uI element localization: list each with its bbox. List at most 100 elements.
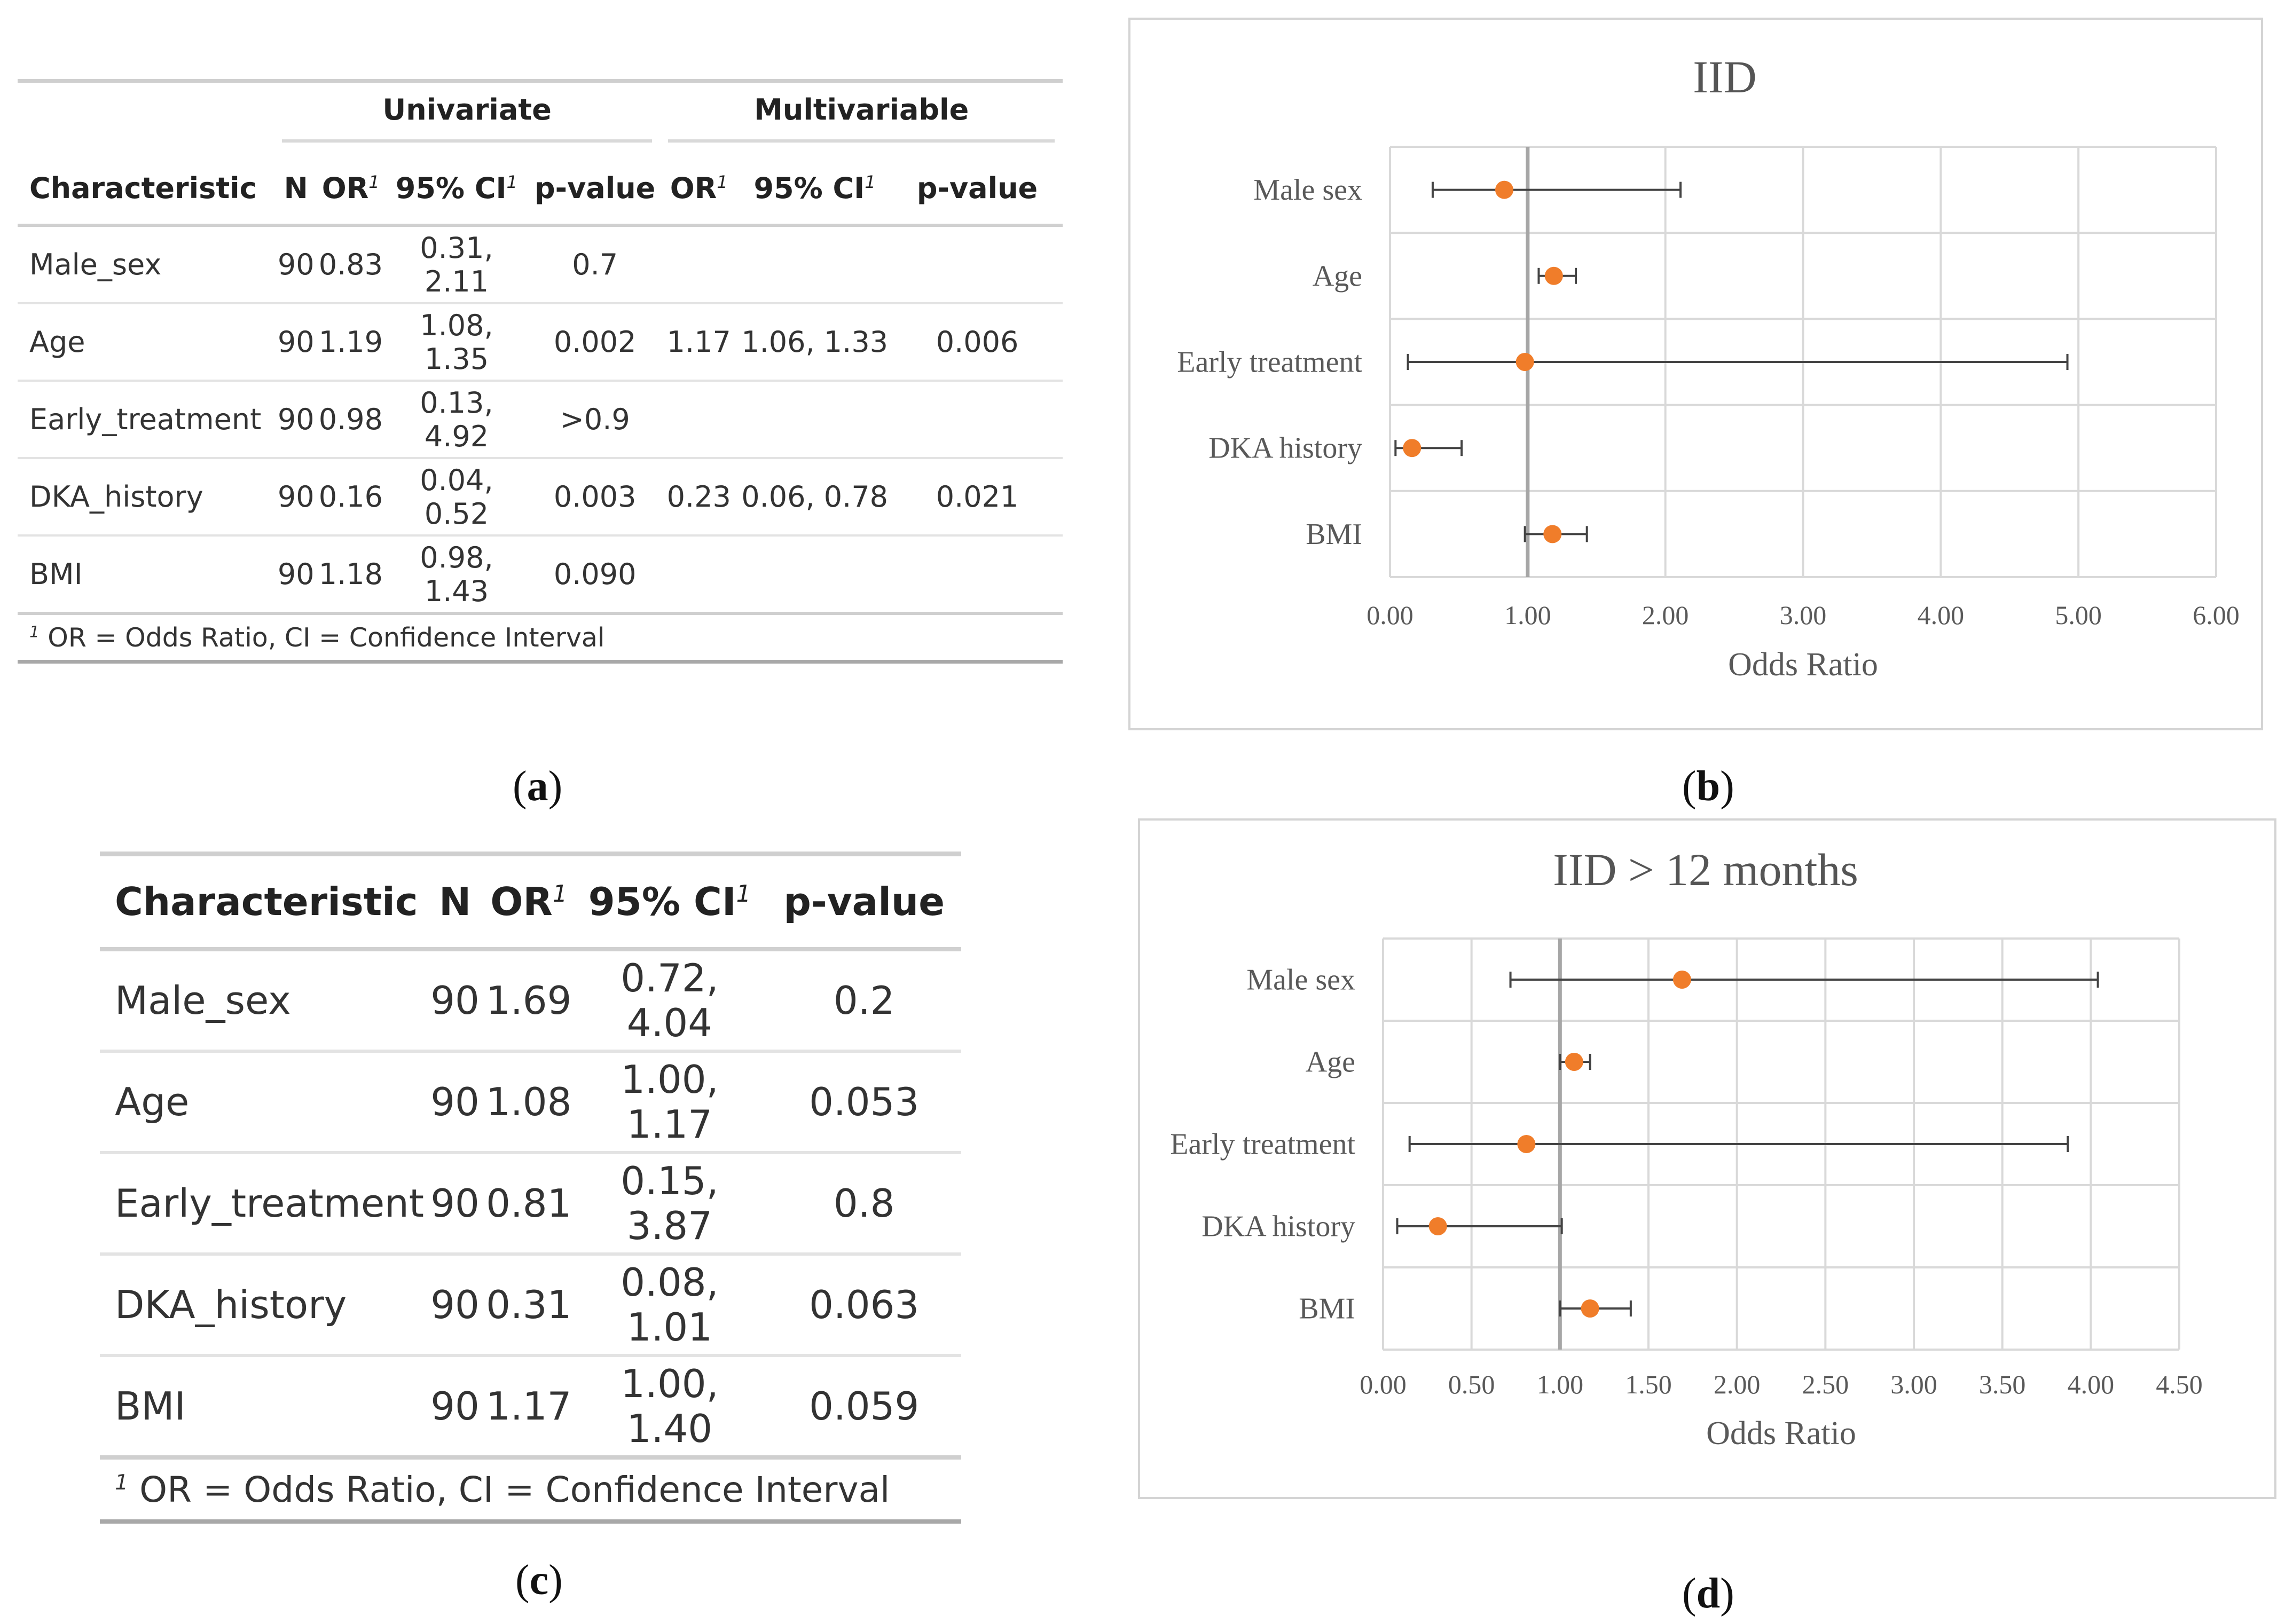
data-point [1565, 1053, 1583, 1071]
row-or-multi: 1.17 [660, 303, 738, 382]
row-or: 1.69 [485, 949, 572, 1053]
category-label: Age [1313, 259, 1362, 293]
row-p-value-multi: 0.006 [892, 303, 1063, 382]
row-n: 90 [273, 303, 318, 382]
panel-label-c: (c) [515, 1557, 563, 1604]
header-ci-multi: 95% CI1 [737, 152, 892, 227]
category-label: Early treatment [1177, 345, 1362, 379]
row-p-value: 0.002 [529, 303, 661, 382]
header-or: OR1 [318, 152, 383, 227]
table-footnote: 1 OR = Odds Ratio, CI = Confidence Inter… [100, 1455, 961, 1524]
row-characteristic: Early_treatment [100, 1153, 425, 1256]
row-n: 90 [273, 225, 318, 304]
row-or: 1.19 [318, 303, 383, 382]
chart-title: IID [1693, 51, 1756, 103]
table-row: Male_sex 90 0.83 0.31, 2.11 0.7 [18, 225, 1063, 304]
table-row: Age 90 1.08 1.00, 1.17 0.053 [100, 1051, 961, 1154]
group-header-univariate: Univariate [274, 83, 661, 152]
category-label: Male sex [1253, 174, 1362, 207]
row-or: 0.16 [318, 458, 383, 537]
category-label: BMI [1299, 1292, 1355, 1325]
row-p-value-multi [892, 381, 1063, 459]
row-p-value: 0.090 [529, 535, 661, 614]
x-tick-label: 3.00 [1890, 1369, 1937, 1399]
row-n: 90 [425, 1355, 486, 1459]
table-row: BMI 90 1.18 0.98, 1.43 0.090 [18, 535, 1063, 614]
table-a-univariate-multivariable: Univariate Multivariable Characteristic … [18, 79, 1063, 664]
x-tick-label: 0.00 [1360, 1369, 1407, 1399]
row-ci-multi [737, 225, 892, 304]
row-p-value: 0.063 [767, 1254, 961, 1357]
row-p-value-multi [892, 225, 1063, 304]
category-label: Age [1306, 1045, 1355, 1078]
row-or: 1.08 [485, 1051, 572, 1154]
row-characteristic: Early_treatment [18, 381, 274, 459]
x-tick-label: 1.00 [1504, 600, 1551, 630]
row-p-value: 0.7 [529, 225, 661, 304]
row-ci: 1.00, 1.40 [572, 1355, 767, 1459]
data-point [1515, 353, 1534, 371]
chart-frame [1138, 818, 2276, 1499]
table-row: BMI 90 1.17 1.00, 1.40 0.059 [100, 1355, 961, 1459]
row-or-multi: 0.23 [660, 458, 738, 537]
row-p-value-multi [892, 535, 1063, 614]
row-or: 1.18 [318, 535, 383, 614]
row-or: 0.31 [485, 1254, 572, 1357]
data-point [1428, 1217, 1447, 1235]
data-point [1672, 971, 1691, 989]
panel-label-d: (d) [1682, 1570, 1734, 1617]
category-label: Early treatment [1170, 1128, 1355, 1161]
table-row: DKA_history 90 0.31 0.08, 1.01 0.063 [100, 1254, 961, 1357]
data-point [1544, 266, 1563, 285]
category-label: BMI [1306, 518, 1362, 551]
table-row: Male_sex 90 1.69 0.72, 4.04 0.2 [100, 949, 961, 1053]
x-tick-label: 2.50 [1802, 1369, 1849, 1399]
row-characteristic: BMI [18, 535, 274, 614]
row-characteristic: Age [18, 303, 274, 382]
row-ci: 0.98, 1.43 [383, 535, 530, 614]
row-characteristic: DKA_history [100, 1254, 425, 1357]
x-tick-label: 2.00 [1714, 1369, 1761, 1399]
row-n: 90 [273, 381, 318, 459]
forest-plot-iid-12-months: IID > 12 months 0.00 0.50 1.00 1.50 2.00 2.50 3… [1138, 818, 2276, 1499]
header-n: N [425, 856, 486, 951]
x-tick-label: 5.00 [2055, 600, 2102, 630]
header-characteristic: Characteristic [100, 856, 425, 951]
row-ci: 0.15, 3.87 [572, 1153, 767, 1256]
x-tick-label: 2.00 [1642, 600, 1689, 630]
panel-label-a: (a) [513, 763, 563, 810]
x-tick-label: 3.50 [1979, 1369, 2026, 1399]
row-characteristic: BMI [100, 1355, 425, 1459]
x-tick-label: 4.50 [2156, 1369, 2203, 1399]
row-characteristic: DKA_history [18, 458, 274, 537]
row-or-multi [660, 535, 738, 614]
x-tick-label: 4.00 [2068, 1369, 2115, 1399]
table-row: Early_treatment 90 0.81 0.15, 3.87 0.8 [100, 1153, 961, 1256]
row-n: 90 [273, 535, 318, 614]
data-point [1543, 525, 1562, 543]
data-point [1403, 439, 1422, 458]
x-tick-label: 1.00 [1537, 1369, 1584, 1399]
panel-label-b: (b) [1682, 763, 1734, 810]
header-p-value: p-value [767, 856, 961, 951]
x-tick-label: 3.00 [1780, 600, 1827, 630]
row-ci-multi [737, 381, 892, 459]
row-characteristic: Male_sex [100, 949, 425, 1053]
table-row: DKA_history 90 0.16 0.04, 0.52 0.003 0.2… [18, 458, 1063, 537]
row-ci-multi [737, 535, 892, 614]
row-or-multi [660, 381, 738, 459]
x-tick-label: 4.00 [1918, 600, 1965, 630]
row-ci: 0.13, 4.92 [383, 381, 530, 459]
row-n: 90 [425, 1051, 486, 1154]
row-p-value: 0.8 [767, 1153, 961, 1256]
header-p-value: p-value [529, 152, 661, 227]
row-ci: 1.00, 1.17 [572, 1051, 767, 1154]
chart-frame [1128, 18, 2263, 730]
row-or: 0.81 [485, 1153, 572, 1256]
header-ci: 95% CI1 [572, 856, 767, 951]
header-ci: 95% CI1 [383, 152, 530, 227]
data-point [1517, 1135, 1536, 1153]
row-or-multi [660, 225, 738, 304]
row-n: 90 [273, 458, 318, 537]
group-header-multivariable: Multivariable [660, 83, 1063, 152]
